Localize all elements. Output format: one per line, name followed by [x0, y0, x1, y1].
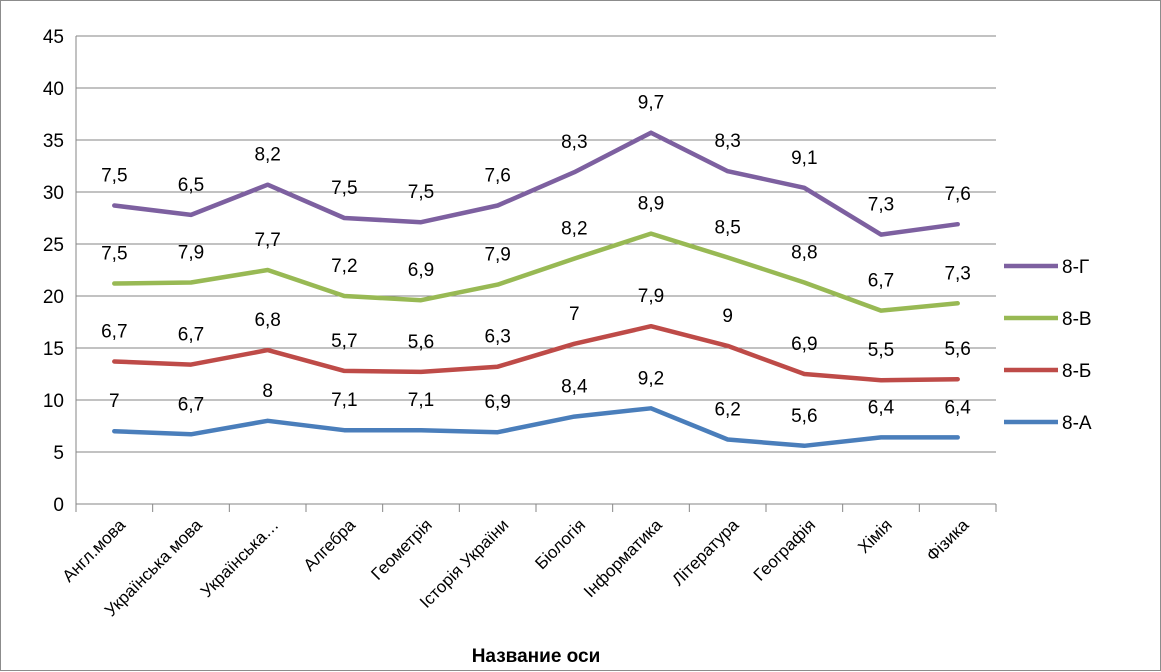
series-line-8-Б — [112, 323, 960, 383]
gridlines — [76, 35, 996, 505]
data-label: 7,9 — [638, 286, 664, 307]
data-label: 6,4 — [868, 397, 895, 418]
data-label: 7,2 — [331, 256, 357, 277]
x-tick-label: Фізика — [923, 515, 973, 565]
y-tick-label: 30 — [43, 183, 64, 204]
y-tick-label: 5 — [53, 443, 64, 464]
data-label: 6,5 — [178, 175, 204, 196]
data-label: 7,6 — [944, 184, 970, 205]
data-label: 7,6 — [484, 166, 510, 187]
data-label: 6,3 — [484, 327, 510, 348]
legend-label: 8-В — [1062, 309, 1092, 330]
y-tick-label: 10 — [43, 391, 64, 412]
legend: 8-Г 8-В 8-Б 8-А — [1004, 257, 1092, 434]
data-label: 6,4 — [944, 397, 971, 418]
data-label: 8,8 — [791, 242, 817, 263]
legend-label: 8-А — [1062, 413, 1092, 434]
data-label: 6,7 — [101, 322, 127, 343]
series-line-8-В — [112, 231, 960, 313]
x-tick-label: Хімія — [854, 515, 896, 557]
data-label: 9,7 — [638, 93, 664, 114]
series-line-8-Г — [112, 130, 960, 237]
data-label: 8,9 — [638, 194, 664, 215]
data-label: 8,2 — [254, 145, 280, 166]
data-label: 7,5 — [331, 178, 357, 199]
data-label: 8,5 — [714, 218, 740, 239]
y-tick-label: 20 — [43, 287, 64, 308]
data-label: 7,7 — [254, 230, 280, 251]
data-label: 7,1 — [331, 390, 357, 411]
data-label: 8,4 — [561, 377, 588, 398]
y-axis: 0 5 10 15 20 25 30 35 40 45 — [43, 27, 77, 516]
data-label: 6,7 — [178, 394, 204, 415]
data-label: 8 — [262, 381, 273, 402]
data-labels: 7 6,7 8 7,1 7,1 6,9 8,4 9,2 6,2 5,6 6,4 6,4 6,7 6,7 6,… — [101, 93, 971, 427]
y-tick-label: 0 — [53, 495, 64, 516]
data-label: 7,9 — [484, 245, 510, 266]
data-label: 6,9 — [484, 392, 510, 413]
data-label: 6,9 — [791, 334, 817, 355]
data-label: 8,2 — [561, 219, 587, 240]
x-tick-label: Алгебра — [300, 515, 360, 575]
data-label: 9,2 — [638, 368, 664, 389]
series-line-8-А — [112, 406, 960, 449]
data-label: 7,3 — [868, 195, 894, 216]
x-tick-label: Література — [668, 515, 742, 589]
data-label: 7,5 — [101, 244, 127, 265]
data-label: 5,5 — [868, 340, 894, 361]
data-label: 9,1 — [791, 148, 817, 169]
data-label: 6,8 — [254, 310, 280, 331]
x-tick-label: Біологія — [531, 515, 589, 573]
data-label: 7,3 — [944, 263, 970, 284]
data-label: 7,9 — [178, 242, 204, 263]
data-label: 9 — [722, 306, 733, 327]
x-axis-title: Название оси — [472, 646, 601, 667]
y-tick-label: 35 — [43, 131, 64, 152]
y-tick-label: 45 — [43, 27, 64, 48]
x-tick-label: Геометрія — [367, 515, 435, 583]
data-label: 5,6 — [408, 332, 434, 353]
y-tick-label: 25 — [43, 235, 64, 256]
data-label: 7 — [569, 304, 580, 325]
data-label: 6,9 — [408, 260, 434, 281]
data-label: 7,5 — [408, 182, 434, 203]
x-tick-label: Англ.мова — [59, 515, 130, 586]
data-label: 6,2 — [714, 400, 740, 421]
legend-label: 8-Б — [1062, 361, 1091, 382]
x-tick-label: Інформатика — [580, 515, 666, 601]
data-label: 6,7 — [178, 325, 204, 346]
y-tick-label: 15 — [43, 339, 64, 360]
data-label: 7,1 — [408, 390, 434, 411]
x-tick-label: Географія — [750, 515, 819, 584]
series-lines — [112, 130, 960, 449]
data-label: 5,6 — [944, 339, 970, 360]
data-label: 8,3 — [714, 131, 740, 152]
y-tick-label: 40 — [43, 79, 64, 100]
legend-label: 8-Г — [1062, 257, 1089, 278]
data-label: 6,7 — [868, 271, 894, 292]
data-label: 5,7 — [331, 331, 357, 352]
data-label: 7,5 — [101, 166, 127, 187]
data-label: 7 — [109, 391, 120, 412]
data-label: 8,3 — [561, 132, 587, 153]
data-label: 5,6 — [791, 406, 817, 427]
x-tick-label: Українська… — [197, 515, 283, 601]
